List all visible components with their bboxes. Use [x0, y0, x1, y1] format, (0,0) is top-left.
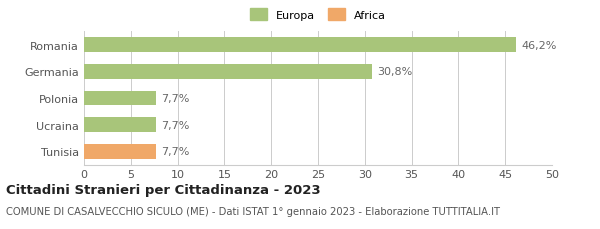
Bar: [84, 144, 156, 159]
Text: 7,7%: 7,7%: [161, 147, 189, 157]
Text: 46,2%: 46,2%: [521, 40, 556, 50]
Text: 7,7%: 7,7%: [161, 120, 189, 130]
Bar: [84, 91, 156, 106]
Text: 7,7%: 7,7%: [161, 93, 189, 104]
Legend: Europa, Africa: Europa, Africa: [247, 6, 389, 24]
Text: Cittadini Stranieri per Cittadinanza - 2023: Cittadini Stranieri per Cittadinanza - 2…: [6, 183, 320, 196]
Bar: [84, 38, 517, 53]
Bar: [84, 118, 156, 132]
Text: 30,8%: 30,8%: [377, 67, 412, 77]
Bar: [84, 65, 372, 79]
Text: COMUNE DI CASALVECCHIO SICULO (ME) - Dati ISTAT 1° gennaio 2023 - Elaborazione T: COMUNE DI CASALVECCHIO SICULO (ME) - Dat…: [6, 206, 500, 216]
